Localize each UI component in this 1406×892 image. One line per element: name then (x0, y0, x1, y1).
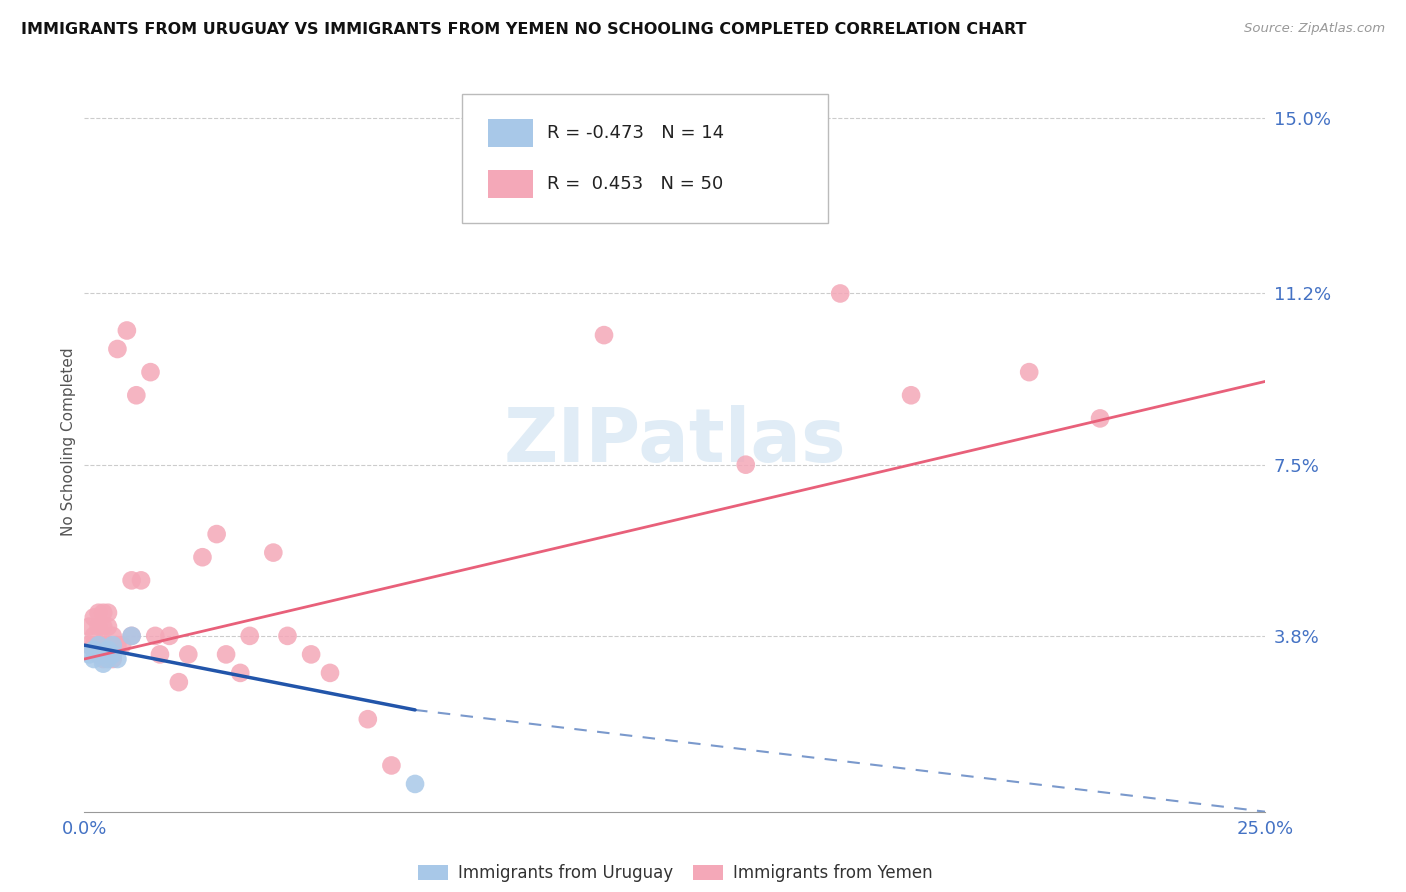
Point (121, 629, 143, 643)
Point (205, 527, 228, 541)
Point (229, 665, 252, 680)
Point (97, 652, 120, 666)
Point (101, 629, 124, 643)
Point (299, 648, 322, 662)
Point (77, 648, 100, 662)
Point (91, 606, 114, 620)
Point (593, 328, 616, 343)
Point (115, 324, 138, 338)
Point (276, 629, 298, 643)
Point (97, 606, 120, 620)
Point (97, 648, 120, 662)
Point (83, 642, 105, 657)
Point (139, 365, 162, 379)
Text: R = -0.473   N = 14: R = -0.473 N = 14 (547, 124, 724, 142)
Point (177, 648, 200, 662)
Point (149, 648, 172, 662)
Point (91, 638, 114, 652)
Point (107, 342, 129, 356)
Point (97, 619, 120, 633)
Point (143, 629, 166, 643)
Point (125, 388, 148, 402)
Point (111, 638, 134, 652)
Point (101, 652, 124, 666)
Point (121, 629, 143, 643)
Point (357, 712, 380, 726)
Point (83, 610, 105, 624)
Point (239, 629, 262, 643)
Point (91, 648, 114, 662)
Point (91, 657, 114, 671)
Point (121, 574, 143, 588)
Point (167, 675, 190, 690)
Point (900, 388, 922, 402)
Point (87, 648, 110, 662)
Point (830, 286, 852, 301)
Point (91, 652, 114, 666)
Point (191, 550, 214, 565)
Point (87, 638, 110, 652)
Point (97, 642, 120, 657)
Text: IMMIGRANTS FROM URUGUAY VS IMMIGRANTS FROM YEMEN NO SCHOOLING COMPLETED CORRELAT: IMMIGRANTS FROM URUGUAY VS IMMIGRANTS FR… (21, 22, 1026, 37)
Point (101, 638, 124, 652)
FancyBboxPatch shape (488, 169, 533, 198)
Point (97, 638, 120, 652)
Point (1018, 365, 1040, 379)
Point (734, 458, 756, 472)
Point (380, 758, 402, 772)
Point (262, 545, 284, 560)
Point (215, 648, 238, 662)
Point (83, 638, 105, 652)
Point (129, 574, 152, 588)
Point (101, 648, 124, 662)
Legend: Immigrants from Uruguay, Immigrants from Yemen: Immigrants from Uruguay, Immigrants from… (411, 857, 939, 888)
Point (319, 665, 342, 680)
Point (87, 638, 110, 652)
FancyBboxPatch shape (488, 119, 533, 147)
Point (87, 619, 110, 633)
Point (91, 619, 114, 633)
Point (157, 629, 180, 643)
Y-axis label: No Schooling Completed: No Schooling Completed (60, 347, 76, 536)
Point (77, 619, 100, 633)
Point (83, 629, 105, 643)
Point (107, 638, 129, 652)
Point (107, 652, 129, 666)
Text: R =  0.453   N = 50: R = 0.453 N = 50 (547, 175, 724, 193)
Text: Source: ZipAtlas.com: Source: ZipAtlas.com (1244, 22, 1385, 36)
FancyBboxPatch shape (463, 94, 828, 223)
Text: ZIPatlas: ZIPatlas (503, 405, 846, 478)
Point (87, 606, 110, 620)
Point (404, 777, 426, 791)
Point (1088, 411, 1111, 425)
Point (83, 652, 105, 666)
Point (77, 638, 100, 652)
Point (87, 648, 110, 662)
